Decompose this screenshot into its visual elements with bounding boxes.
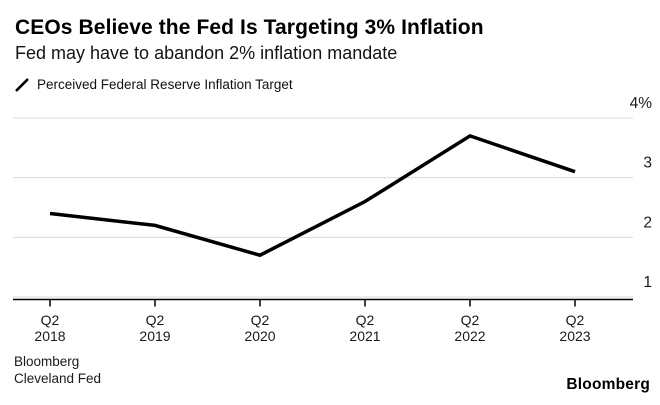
chart-header: CEOs Believe the Fed Is Targeting 3% Inf… — [15, 15, 650, 92]
y-tick-label: 3 — [643, 155, 652, 172]
y-tick-label: 2 — [643, 214, 652, 231]
chart-subtitle: Fed may have to abandon 2% inflation man… — [15, 43, 398, 63]
x-tick-label-quarter: Q2 — [251, 312, 270, 328]
x-tick-label-year: 2021 — [349, 328, 380, 344]
legend-label: Perceived Federal Reserve Inflation Targ… — [37, 77, 293, 92]
source-line-1: Bloomberg — [14, 354, 80, 369]
x-tick-label-quarter: Q2 — [461, 312, 480, 328]
x-tick-label-year: 2023 — [559, 328, 590, 344]
x-tick-label-year: 2019 — [139, 328, 170, 344]
source-line-2: Cleveland Fed — [14, 370, 102, 386]
x-tick-label-year: 2020 — [244, 328, 275, 344]
y-tick-label: 1 — [643, 274, 652, 291]
x-tick-label-quarter: Q2 — [41, 312, 60, 328]
x-tick-label-year: 2022 — [454, 328, 485, 344]
y-tick-label: 4% — [630, 95, 653, 112]
data-line — [49, 133, 576, 258]
line-series-icon — [15, 77, 29, 91]
line-chart-plot: 1234%Q22018Q22019Q22020Q22021Q22022Q2202… — [13, 95, 653, 344]
x-tick-label-year: 2018 — [34, 328, 65, 344]
chart-title: CEOs Believe the Fed Is Targeting 3% Inf… — [15, 16, 484, 39]
bloomberg-logo: Bloomberg — [566, 376, 650, 393]
x-tick-label-quarter: Q2 — [146, 312, 165, 328]
x-tick-label-quarter: Q2 — [566, 312, 585, 328]
chart-legend: Perceived Federal Reserve Inflation Targ… — [15, 77, 650, 92]
source-attribution: Bloomberg Cleveland Fed — [14, 354, 101, 387]
x-tick-label-quarter: Q2 — [356, 312, 375, 328]
